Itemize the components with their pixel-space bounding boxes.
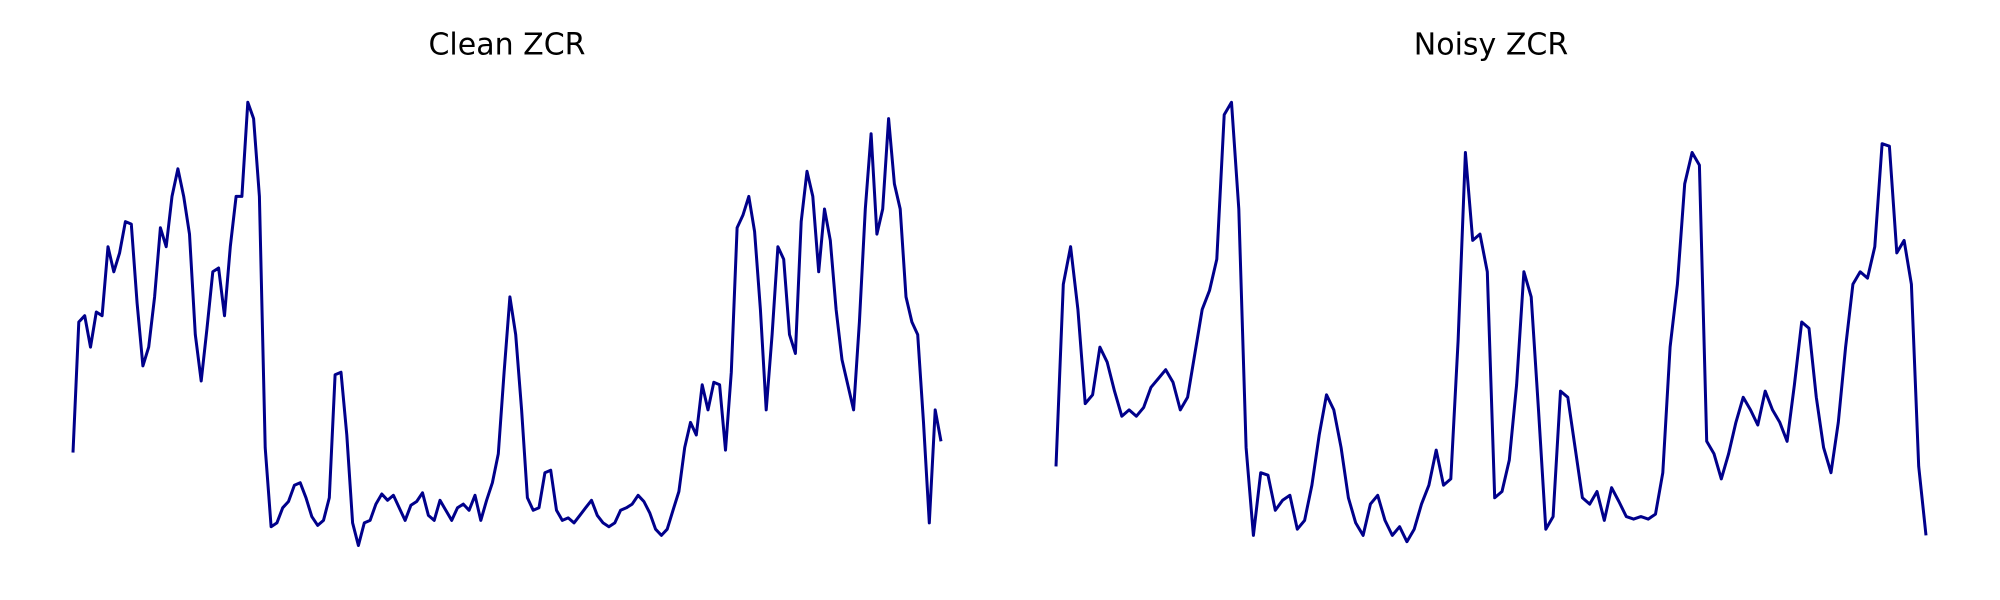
line	[1054, 100, 1928, 544]
chart-title: Noisy ZCR	[1414, 28, 1568, 63]
chart-title: Clean ZCR	[428, 28, 585, 63]
line	[71, 100, 943, 547]
